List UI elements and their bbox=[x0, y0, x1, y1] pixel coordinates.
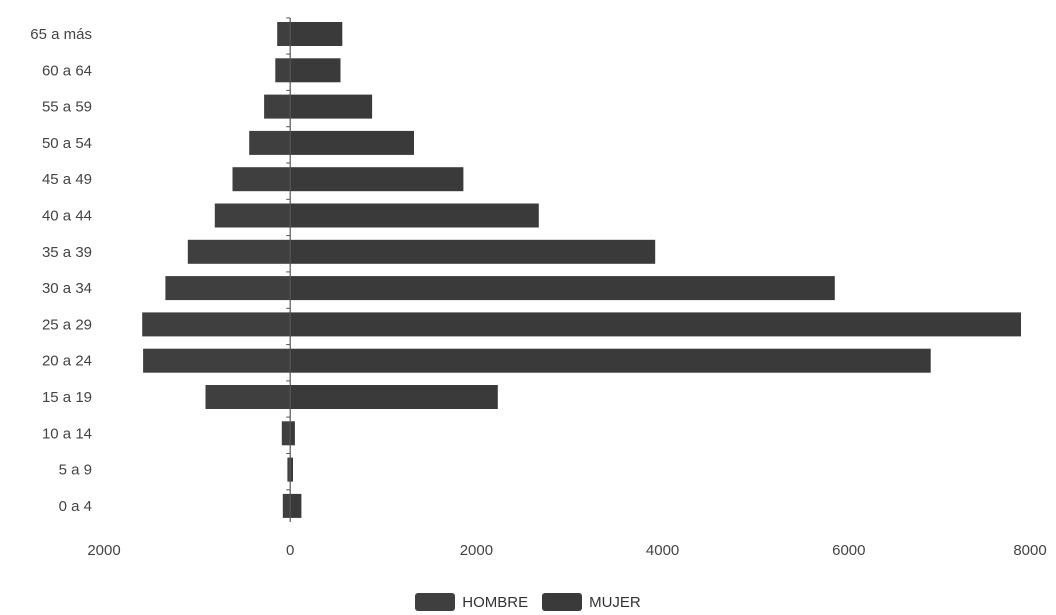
bar-mujer-10 bbox=[290, 385, 498, 409]
chart-svg: 65 a más 60 a 64 55 a 59 50 a 54 45 a 49 40 a… bbox=[30, 17, 1047, 559]
bar-hombre-13 bbox=[282, 493, 291, 518]
bar-mujer-0 bbox=[290, 22, 343, 46]
x-tick-label-4: 6000 bbox=[832, 542, 865, 559]
bar-mujer-5 bbox=[290, 203, 539, 228]
bar-mujer-6 bbox=[290, 239, 656, 264]
bar-mujer-7 bbox=[290, 276, 835, 301]
y-tick-label-8: 25 a 29 bbox=[42, 316, 92, 333]
y-tick-label-3: 50 a 54 bbox=[42, 135, 92, 152]
x-tick-label-1: 0 bbox=[286, 542, 294, 559]
x-tick-label-0: 2000 bbox=[87, 542, 120, 559]
bar-hombre-5 bbox=[214, 203, 291, 228]
bar-mujer-1 bbox=[290, 58, 341, 83]
bar-hombre-10 bbox=[205, 385, 291, 409]
bar-mujer-12 bbox=[290, 457, 293, 482]
bar-hombre-7 bbox=[165, 276, 291, 301]
bar-mujer-11 bbox=[290, 421, 295, 446]
y-tick-label-4: 45 a 49 bbox=[42, 171, 92, 188]
bar-hombre-2 bbox=[264, 94, 291, 119]
bar-mujer-4 bbox=[290, 167, 464, 192]
bar-hombre-8 bbox=[142, 312, 291, 337]
y-tick-label-0: 65 a más bbox=[30, 26, 92, 43]
y-tick-label-11: 10 a 14 bbox=[42, 425, 92, 442]
legend-label-hombre: HOMBRE bbox=[462, 593, 529, 611]
y-tick-label-12: 5 a 9 bbox=[59, 462, 92, 479]
bar-hombre-12 bbox=[287, 457, 291, 482]
bar-hombre-4 bbox=[232, 167, 291, 192]
y-tick-label-6: 35 a 39 bbox=[42, 244, 92, 261]
bar-hombre-11 bbox=[281, 421, 291, 446]
y-tick-label-7: 30 a 34 bbox=[42, 280, 92, 297]
bar-mujer-3 bbox=[290, 130, 414, 155]
y-tick-label-9: 20 a 24 bbox=[42, 353, 92, 370]
legend: HOMBRE MUJER bbox=[0, 590, 1056, 614]
x-tick-label-3: 4000 bbox=[646, 542, 679, 559]
bar-hombre-0 bbox=[277, 22, 291, 46]
bar-mujer-9 bbox=[290, 348, 931, 373]
bar-hombre-3 bbox=[249, 130, 291, 155]
legend-label-mujer: MUJER bbox=[589, 593, 641, 611]
legend-item-mujer[interactable]: MUJER bbox=[542, 593, 641, 611]
bar-hombre-9 bbox=[143, 348, 291, 373]
legend-swatch-hombre bbox=[415, 593, 456, 611]
x-tick-label-2: 2000 bbox=[460, 542, 493, 559]
bar-hombre-6 bbox=[187, 239, 291, 264]
bar-mujer-13 bbox=[290, 493, 302, 518]
bar-mujer-8 bbox=[290, 312, 1021, 337]
y-tick-label-2: 55 a 59 bbox=[42, 99, 92, 116]
bar-hombre-1 bbox=[275, 58, 291, 83]
legend-swatch-mujer bbox=[542, 593, 583, 611]
y-tick-label-5: 40 a 44 bbox=[42, 208, 92, 225]
y-tick-label-13: 0 a 4 bbox=[59, 498, 92, 515]
bar-mujer-2 bbox=[290, 94, 373, 119]
x-tick-label-5: 8000 bbox=[1013, 542, 1046, 559]
y-tick-label-10: 15 a 19 bbox=[42, 389, 92, 406]
legend-item-hombre[interactable]: HOMBRE bbox=[415, 593, 528, 611]
y-tick-label-1: 60 a 64 bbox=[42, 62, 92, 79]
